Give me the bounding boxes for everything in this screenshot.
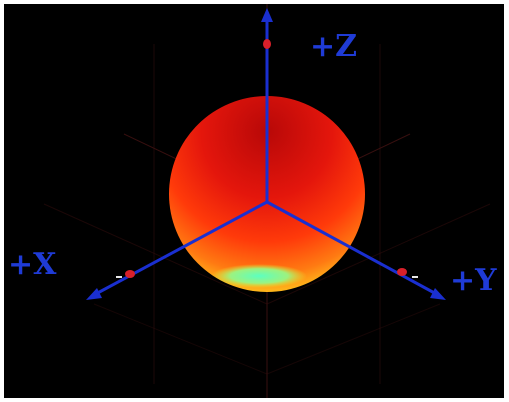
- grid-line: [93, 303, 268, 375]
- x-marker-tick: [116, 276, 122, 278]
- x-marker-icon: [125, 270, 135, 278]
- grid-line: [43, 203, 268, 305]
- z-axis-label: +Z: [310, 29, 358, 64]
- x-arrowhead-icon: [86, 288, 102, 300]
- y-arrowhead-icon: [430, 288, 446, 300]
- y-axis-line: [265, 200, 442, 298]
- y-axis-label: +Y: [450, 263, 497, 298]
- grid-lines: [43, 4, 491, 398]
- x-axis-label: +X: [8, 247, 57, 282]
- y-marker-icon: [397, 268, 407, 276]
- axis-arrowheads: [86, 8, 446, 300]
- grid-line: [266, 303, 441, 375]
- z-marker-icon: [263, 39, 271, 49]
- grid-line: [266, 203, 491, 305]
- axis-markers: [116, 39, 418, 278]
- scene-canvas[interactable]: [4, 4, 504, 398]
- 3d-viewport[interactable]: +Z +X +Y: [4, 4, 504, 398]
- z-arrowhead-icon: [261, 8, 273, 22]
- sphere-highlight-spot: [211, 264, 307, 288]
- y-marker-tick: [412, 276, 418, 278]
- x-axis-line: [90, 200, 269, 298]
